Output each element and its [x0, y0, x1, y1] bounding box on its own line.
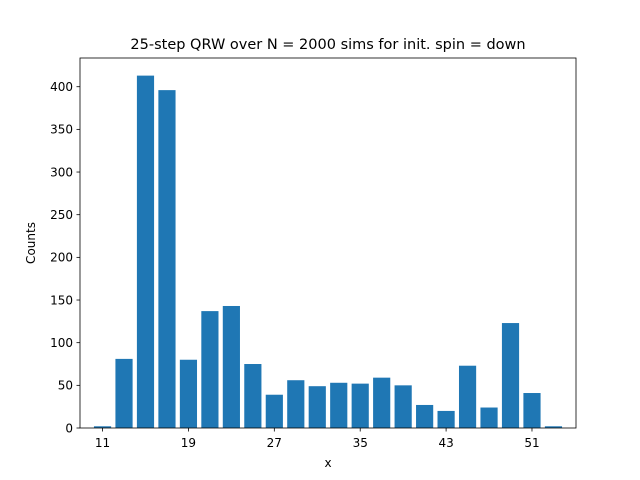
bar-x-53 — [544, 426, 563, 428]
y-tick-label: 200 — [50, 251, 73, 265]
bar-x-25 — [244, 364, 262, 428]
y-tick-label: 50 — [58, 379, 73, 393]
bar-x-17 — [158, 90, 176, 428]
y-axis-ticks: 0 50 100 150 200 250 300 350 400 — [50, 80, 80, 435]
bar-x-11 — [93, 426, 112, 428]
bar-x-47 — [480, 407, 498, 428]
bar-x-15 — [136, 75, 155, 428]
bar-x-41 — [416, 404, 434, 428]
y-tick-label: 0 — [65, 421, 73, 435]
y-tick-label: 150 — [50, 293, 73, 307]
y-tick-label: 100 — [50, 336, 73, 350]
y-tick-label: 400 — [50, 80, 73, 94]
y-axis-label: Counts — [24, 222, 38, 264]
bar-x-19 — [179, 359, 198, 428]
bar-x-35 — [351, 383, 369, 428]
bar-x-13 — [115, 358, 133, 428]
bar-x-37 — [373, 377, 391, 428]
x-axis-ticks: 11 19 27 35 43 51 — [95, 428, 540, 450]
bar-x-45 — [458, 365, 477, 428]
x-tick-label: 43 — [438, 436, 453, 450]
bar-x-33 — [330, 382, 348, 428]
bar-x-21 — [201, 311, 219, 428]
bar-x-43 — [437, 410, 455, 428]
bar-x-23 — [222, 305, 240, 428]
bar-x-51 — [523, 393, 541, 428]
chart-title: 25-step QRW over N = 2000 sims for init.… — [130, 37, 525, 53]
x-tick-label: 19 — [181, 436, 196, 450]
x-tick-label: 35 — [353, 436, 368, 450]
bar-x-31 — [308, 386, 326, 428]
x-tick-label: 27 — [267, 436, 282, 450]
bars-group — [93, 75, 563, 428]
bar-x-27 — [265, 394, 283, 428]
bar-x-49 — [501, 323, 520, 428]
y-tick-label: 350 — [50, 123, 73, 137]
y-tick-label: 250 — [50, 208, 73, 222]
bar-x-39 — [394, 385, 412, 428]
x-axis-label: x — [324, 456, 331, 470]
x-tick-label: 11 — [95, 436, 110, 450]
y-tick-label: 300 — [50, 165, 73, 179]
bar-x-29 — [287, 380, 305, 428]
plot-area-frame — [79, 57, 577, 429]
x-tick-label: 51 — [524, 436, 539, 450]
